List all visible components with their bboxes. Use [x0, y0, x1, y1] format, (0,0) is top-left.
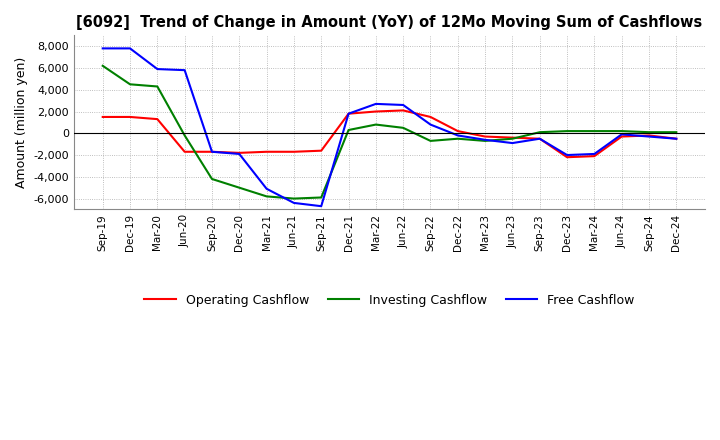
Free Cashflow — [235, 151, 243, 157]
Line: Investing Cashflow: Investing Cashflow — [103, 66, 676, 198]
Investing Cashflow — [289, 196, 298, 201]
Legend: Operating Cashflow, Investing Cashflow, Free Cashflow: Operating Cashflow, Investing Cashflow, … — [140, 289, 639, 312]
Free Cashflow — [426, 122, 435, 127]
Title: [6092]  Trend of Change in Amount (YoY) of 12Mo Moving Sum of Cashflows: [6092] Trend of Change in Amount (YoY) o… — [76, 15, 703, 30]
Free Cashflow — [262, 186, 271, 191]
Investing Cashflow — [126, 82, 135, 87]
Free Cashflow — [207, 149, 216, 154]
Operating Cashflow — [672, 136, 680, 141]
Free Cashflow — [399, 103, 408, 108]
Investing Cashflow — [180, 133, 189, 138]
Free Cashflow — [126, 46, 135, 51]
Operating Cashflow — [289, 149, 298, 154]
Investing Cashflow — [617, 128, 626, 134]
Free Cashflow — [617, 132, 626, 137]
Free Cashflow — [508, 140, 517, 146]
Investing Cashflow — [536, 129, 544, 135]
Operating Cashflow — [235, 150, 243, 155]
Operating Cashflow — [590, 154, 599, 159]
Investing Cashflow — [317, 195, 325, 200]
Investing Cashflow — [372, 122, 380, 127]
Operating Cashflow — [399, 108, 408, 113]
Investing Cashflow — [99, 63, 107, 69]
Operating Cashflow — [207, 149, 216, 154]
Free Cashflow — [372, 101, 380, 106]
Operating Cashflow — [644, 133, 653, 138]
Operating Cashflow — [617, 134, 626, 139]
Operating Cashflow — [372, 109, 380, 114]
Investing Cashflow — [672, 129, 680, 135]
Free Cashflow — [563, 152, 572, 158]
Investing Cashflow — [426, 138, 435, 143]
Free Cashflow — [344, 111, 353, 116]
Operating Cashflow — [317, 148, 325, 153]
Operating Cashflow — [344, 111, 353, 116]
Operating Cashflow — [426, 114, 435, 120]
Operating Cashflow — [153, 117, 162, 122]
Free Cashflow — [590, 151, 599, 157]
Free Cashflow — [153, 66, 162, 72]
Free Cashflow — [180, 67, 189, 73]
Investing Cashflow — [262, 194, 271, 199]
Line: Operating Cashflow: Operating Cashflow — [103, 110, 676, 157]
Y-axis label: Amount (million yen): Amount (million yen) — [15, 57, 28, 188]
Operating Cashflow — [508, 135, 517, 140]
Investing Cashflow — [508, 136, 517, 141]
Free Cashflow — [317, 204, 325, 209]
Free Cashflow — [99, 46, 107, 51]
Operating Cashflow — [262, 149, 271, 154]
Investing Cashflow — [344, 127, 353, 132]
Operating Cashflow — [454, 128, 462, 134]
Investing Cashflow — [481, 138, 490, 143]
Investing Cashflow — [644, 129, 653, 135]
Free Cashflow — [481, 137, 490, 143]
Investing Cashflow — [399, 125, 408, 131]
Investing Cashflow — [590, 128, 599, 134]
Operating Cashflow — [481, 134, 490, 139]
Investing Cashflow — [235, 185, 243, 191]
Line: Free Cashflow: Free Cashflow — [103, 48, 676, 206]
Operating Cashflow — [99, 114, 107, 120]
Free Cashflow — [289, 200, 298, 205]
Operating Cashflow — [536, 136, 544, 141]
Investing Cashflow — [454, 136, 462, 141]
Operating Cashflow — [126, 114, 135, 120]
Free Cashflow — [644, 134, 653, 139]
Free Cashflow — [536, 136, 544, 141]
Investing Cashflow — [207, 176, 216, 182]
Operating Cashflow — [563, 154, 572, 160]
Operating Cashflow — [180, 149, 189, 154]
Free Cashflow — [454, 133, 462, 138]
Free Cashflow — [672, 136, 680, 141]
Investing Cashflow — [563, 128, 572, 134]
Investing Cashflow — [153, 84, 162, 89]
